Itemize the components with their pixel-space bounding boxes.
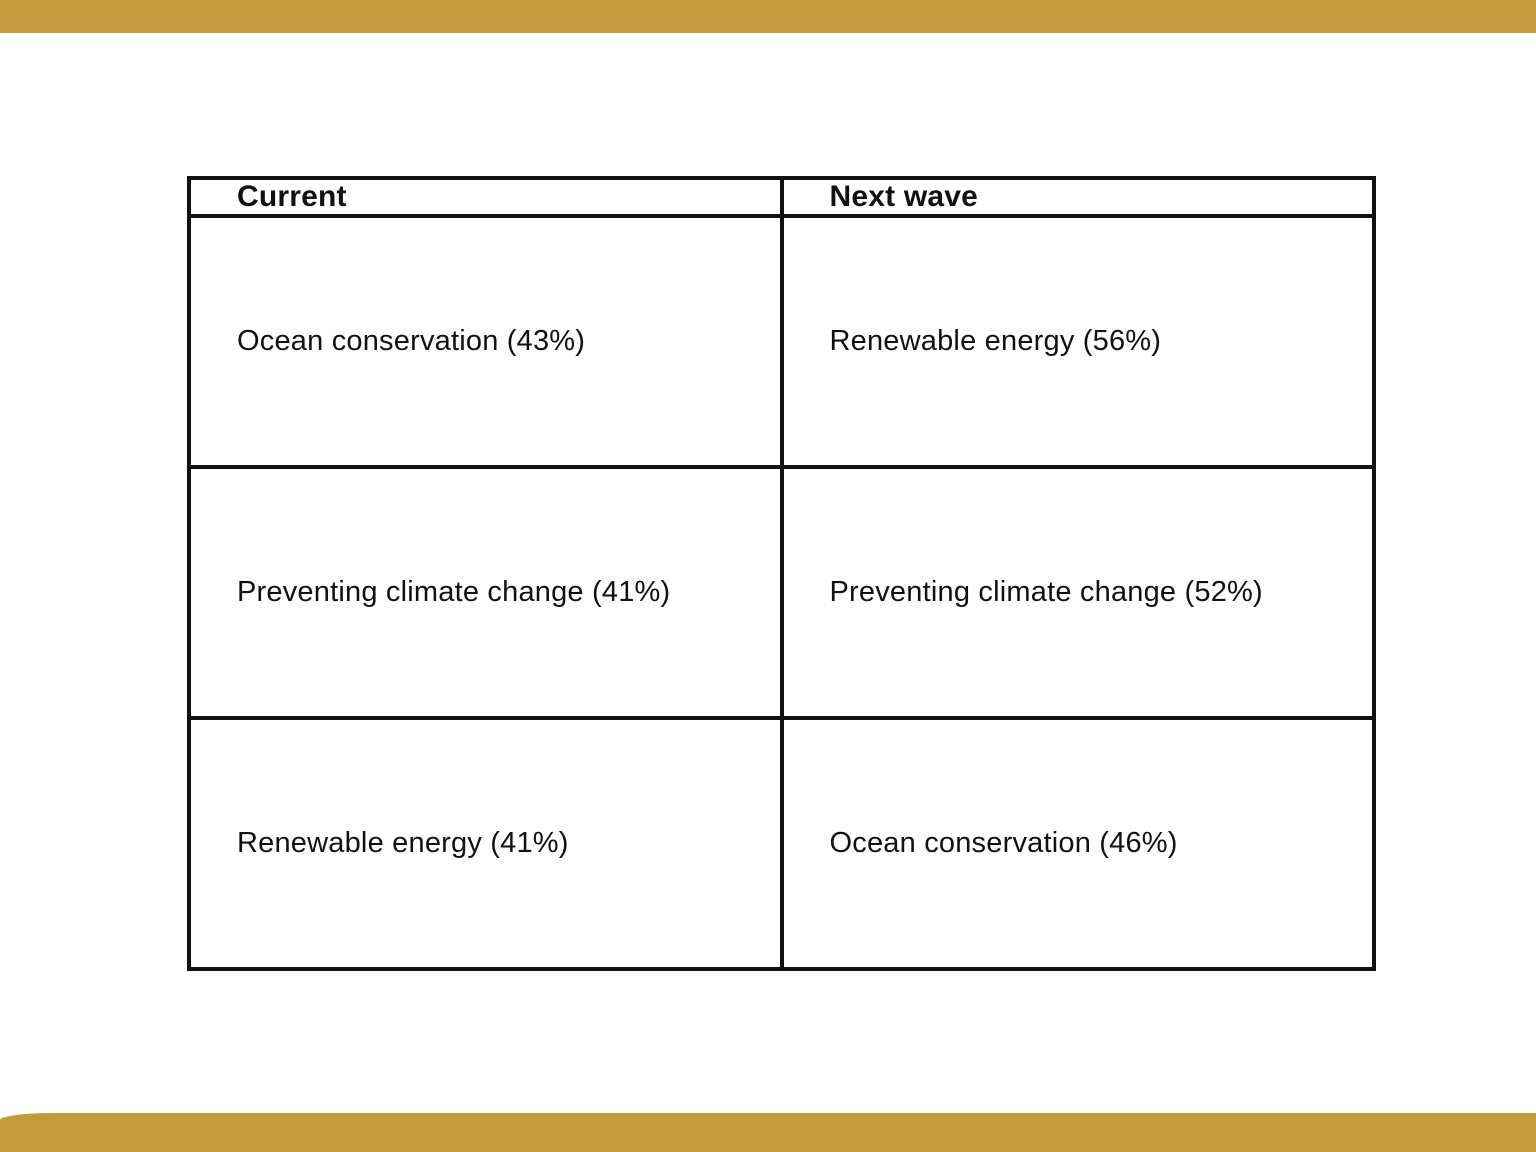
top-accent-bar (0, 0, 1536, 33)
column-header-next-wave: Next wave (779, 176, 1376, 218)
table-cell-nextwave-rank1: Renewable energy (56%) (779, 214, 1376, 469)
table-row: Preventing climate change (41%) Preventi… (187, 465, 1376, 720)
table-row: Renewable energy (41%) Ocean conservatio… (187, 716, 1376, 971)
table-row: Ocean conservation (43%) Renewable energ… (187, 214, 1376, 469)
table-cell-current-rank1: Ocean conservation (43%) (187, 214, 784, 469)
column-header-current: Current (187, 176, 784, 218)
table-cell-nextwave-rank2: Preventing climate change (52%) (779, 465, 1376, 720)
table-header-row: Current Next wave (187, 176, 1376, 218)
table-cell-nextwave-rank3: Ocean conservation (46%) (779, 716, 1376, 971)
comparison-table: Current Next wave Ocean conservation (43… (187, 176, 1376, 971)
table-cell-current-rank2: Preventing climate change (41%) (187, 465, 784, 720)
table-cell-current-rank3: Renewable energy (41%) (187, 716, 784, 971)
bottom-accent-bar (0, 1113, 1536, 1152)
